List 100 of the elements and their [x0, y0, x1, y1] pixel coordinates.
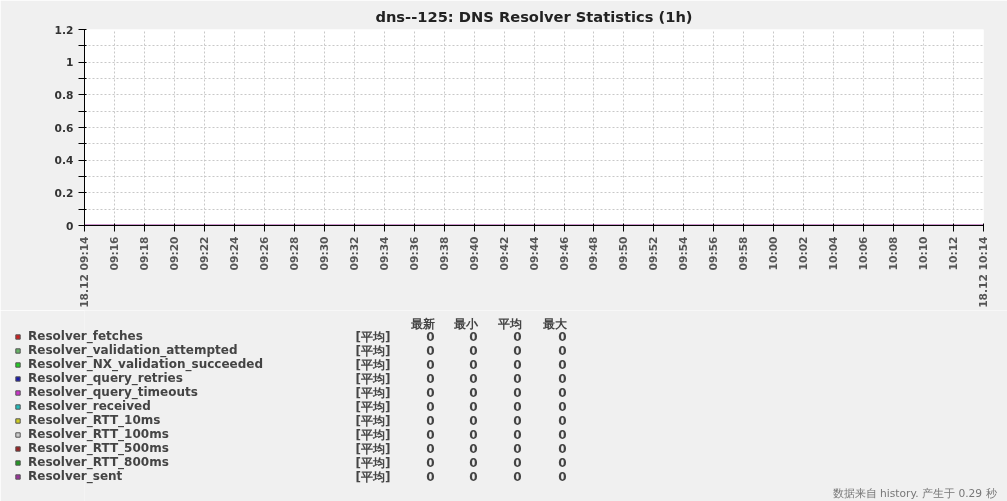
text: 0	[426, 344, 435, 358]
x-tick-label: 10:06	[857, 236, 871, 271]
text: 0	[558, 414, 567, 428]
legend-label: Resolver_RTT_500ms	[28, 441, 169, 455]
legend-label: Resolver_RTT_10ms	[28, 413, 161, 427]
text: [平均]	[355, 455, 391, 470]
x-tick-label: 18.12 10:14	[977, 236, 990, 308]
text: 0	[513, 386, 522, 400]
x-tick-label: 09:38	[437, 236, 451, 271]
text: 0	[426, 456, 435, 470]
text: 0	[426, 372, 435, 386]
legend-label: Resolver_query_timeouts	[28, 385, 198, 399]
text: 0	[469, 330, 478, 344]
text: 0	[426, 442, 435, 456]
legend-label: Resolver_NX_validation_succeeded	[28, 357, 264, 371]
x-tick-label: 09:52	[647, 236, 661, 271]
x-tick-label: 09:48	[587, 236, 601, 271]
y-tick-label: 0.6	[54, 121, 74, 135]
text: 0	[469, 456, 478, 470]
text: 0	[558, 400, 567, 414]
x-tick-label: 09:22	[197, 236, 211, 271]
legend-label: Resolver_RTT_800ms	[28, 455, 169, 469]
text: 最小	[452, 316, 479, 331]
text: [平均]	[355, 441, 391, 456]
text: 0	[426, 330, 435, 344]
x-tick-label: 09:24	[227, 236, 241, 271]
x-tick-label: 09:42	[497, 236, 511, 271]
text: 0	[513, 414, 522, 428]
x-tick-label: 09:46	[557, 236, 571, 271]
x-tick-label: 10:02	[797, 236, 811, 271]
x-tick-label: 10:12	[947, 236, 961, 271]
text: 0	[469, 372, 478, 386]
legend-label: Resolver_received	[28, 399, 151, 413]
chart-title: dns--125: DNS Resolver Statistics (1h)	[375, 7, 693, 25]
text: 平均	[496, 316, 522, 331]
text: 0	[513, 372, 522, 386]
y-tick-label: 1	[66, 56, 74, 70]
text: 0	[558, 442, 567, 456]
x-tick-label: 09:36	[407, 236, 421, 271]
text: 0	[469, 428, 478, 442]
legend-label: Resolver_fetches	[28, 329, 143, 343]
x-tick-label: 10:08	[887, 236, 901, 271]
text: 0	[513, 344, 522, 358]
x-tick-label: 10:10	[917, 236, 931, 271]
text: 0	[469, 442, 478, 456]
x-tick-label: 09:16	[108, 236, 122, 271]
text: [平均]	[355, 427, 391, 442]
x-tick-label: 09:30	[317, 236, 331, 271]
text: [平均]	[355, 413, 391, 428]
text: [平均]	[355, 385, 391, 400]
text: [平均]	[355, 343, 391, 358]
text: 0	[426, 414, 435, 428]
x-tick-label: 09:34	[377, 236, 391, 271]
y-tick-label: 1.2	[54, 23, 74, 37]
text: 最新	[409, 316, 435, 331]
text: 0	[558, 330, 567, 344]
text: 0	[513, 330, 522, 344]
x-tick-label: 09:56	[707, 236, 721, 271]
text: 0	[426, 358, 435, 372]
text: 0	[513, 470, 522, 484]
x-tick-label: 09:40	[467, 236, 481, 271]
text: 0	[469, 414, 478, 428]
text: 0	[513, 428, 522, 442]
y-tick-label: 0	[66, 219, 74, 233]
x-tick-label: 10:00	[767, 236, 781, 271]
text: 0	[513, 358, 522, 372]
x-tick-label: 09:28	[287, 236, 301, 271]
text: 0	[513, 456, 522, 470]
text: [平均]	[355, 371, 391, 386]
text: 0	[513, 442, 522, 456]
text: 0	[426, 428, 435, 442]
y-tick-label: 0.8	[54, 88, 74, 102]
x-tick-label: 18.12 09:14	[78, 236, 91, 308]
text: [平均]	[355, 357, 391, 372]
legend-label: Resolver_RTT_100ms	[28, 427, 169, 441]
text: [平均]	[355, 399, 391, 414]
text: 0	[426, 386, 435, 400]
text: 0	[426, 470, 435, 484]
x-tick-label: 09:20	[167, 236, 181, 271]
text: 0	[469, 400, 478, 414]
text: 0	[558, 386, 567, 400]
x-tick-label: 09:18	[137, 236, 151, 271]
legend-label: Resolver_query_retries	[28, 371, 183, 385]
text: 0	[558, 428, 567, 442]
legend-label: Resolver_sent	[28, 469, 123, 483]
y-tick-label: 0.2	[54, 186, 74, 200]
text: 0	[426, 400, 435, 414]
x-tick-label: 10:04	[827, 236, 841, 271]
text: [平均]	[355, 469, 391, 484]
text: 最大	[541, 316, 568, 331]
text: 0	[558, 344, 567, 358]
text: 0	[558, 372, 567, 386]
text: 0	[558, 470, 567, 484]
x-tick-label: 09:54	[677, 236, 691, 271]
x-tick-label: 09:26	[257, 236, 271, 271]
text: 0	[469, 344, 478, 358]
text: 0	[558, 358, 567, 372]
x-tick-label: 09:32	[347, 236, 361, 271]
text: 0	[558, 456, 567, 470]
text: 0	[469, 470, 478, 484]
